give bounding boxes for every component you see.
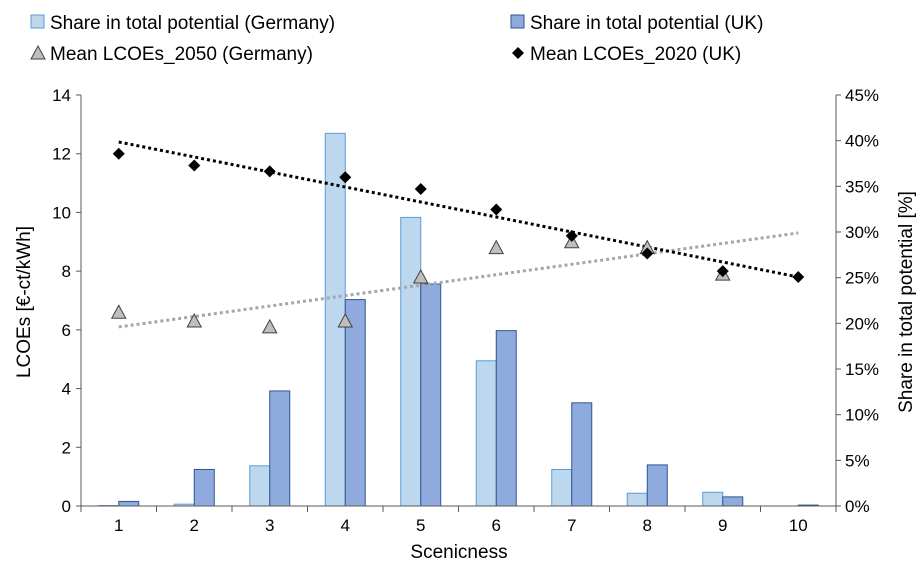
legend-share-germany-label: Share in total potential (Germany) (50, 13, 335, 34)
marker-germany-2050-5 (412, 268, 429, 284)
bar-uk-8 (646, 464, 668, 507)
markers (110, 147, 805, 334)
marker-uk-2020-3 (263, 165, 276, 178)
x-tick-label: 1 (114, 516, 123, 535)
legend-lcoe-uk-2020-label: Mean LCOEs_2020 (UK) (530, 44, 741, 65)
x-tick-label: 4 (341, 516, 350, 535)
bar-uk-6 (495, 330, 517, 507)
marker-germany-2050-1 (110, 304, 127, 319)
marker-uk-2020-9 (716, 265, 729, 278)
bar-uk-2 (193, 468, 215, 507)
axes: 024681012140%5%10%15%20%25%30%35%40%45%1… (52, 86, 879, 535)
y2-tick-label: 25% (845, 269, 879, 288)
y2-axis-title: Share in total potential [%] (896, 191, 917, 413)
x-tick-label: 9 (718, 516, 727, 535)
bars (98, 132, 819, 507)
y-tick-label: 4 (62, 380, 71, 399)
bar-uk-9 (722, 496, 744, 507)
bar-germany-6 (475, 360, 497, 507)
marker-germany-2050-3 (261, 318, 278, 334)
y2-tick-label: 20% (845, 314, 879, 333)
legend-share-uk-swatch (510, 14, 525, 29)
trendline-uk-2020 (118, 140, 799, 279)
bar-germany-5 (400, 216, 422, 507)
y-tick-label: 10 (52, 203, 71, 222)
legend-share-germany-swatch (30, 14, 45, 29)
y-tick-label: 12 (52, 145, 71, 164)
y-axis-title: LCOEs [€-ct/kWh] (14, 226, 35, 378)
y-tick-label: 0 (62, 497, 71, 516)
y-tick-label: 6 (62, 321, 71, 340)
bar-uk-4 (344, 299, 366, 507)
bar-uk-7 (571, 402, 593, 507)
marker-uk-2020-2 (188, 159, 201, 172)
legend: Share in total potential (Germany) Share … (30, 13, 763, 65)
y2-tick-label: 45% (845, 86, 879, 105)
legend-lcoe-germany-2050-label: Mean LCOEs_2050 (Germany) (50, 44, 313, 65)
marker-uk-2020-1 (112, 147, 125, 160)
y2-tick-label: 40% (845, 132, 879, 151)
y2-tick-label: 35% (845, 177, 879, 196)
y2-tick-label: 15% (845, 360, 879, 379)
y2-tick-label: 30% (845, 223, 879, 242)
trendline-germany-2050 (118, 231, 799, 329)
x-tick-label: 2 (190, 516, 199, 535)
y2-tick-label: 10% (845, 406, 879, 425)
y2-tick-label: 0% (845, 497, 870, 516)
marker-uk-2020-7 (565, 229, 578, 242)
x-tick-label: 6 (492, 516, 501, 535)
marker-uk-2020-4 (339, 171, 352, 184)
legend-lcoe-uk-2020-swatch (512, 47, 524, 59)
y-tick-label: 2 (62, 438, 71, 457)
marker-uk-2020-10 (792, 271, 805, 284)
marker-germany-2050-2 (186, 312, 203, 328)
bar-uk-1 (118, 500, 140, 507)
y-tick-label: 14 (52, 86, 71, 105)
bar-germany-7 (551, 468, 573, 507)
x-tick-label: 10 (789, 516, 808, 535)
marker-uk-2020-5 (414, 182, 427, 195)
legend-share-uk-label: Share in total potential (UK) (530, 13, 763, 34)
marker-uk-2020-6 (490, 203, 503, 216)
x-tick-label: 8 (643, 516, 652, 535)
legend-lcoe-germany-2050-swatch (30, 44, 46, 60)
marker-uk-2020-8 (641, 247, 654, 260)
bar-uk-3 (269, 390, 291, 507)
x-tick-label: 7 (567, 516, 576, 535)
y2-tick-label: 5% (845, 451, 870, 470)
x-tick-label: 5 (416, 516, 425, 535)
bar-germany-3 (249, 465, 271, 507)
trendlines (118, 140, 799, 329)
marker-germany-2050-6 (488, 239, 505, 255)
bar-germany-8 (626, 492, 648, 507)
x-axis-title: Scenicness (410, 542, 507, 563)
bar-germany-9 (702, 491, 724, 507)
y-tick-label: 8 (62, 262, 71, 281)
bar-uk-5 (420, 283, 442, 507)
marker-germany-2050-4 (337, 312, 354, 328)
x-tick-label: 3 (265, 516, 274, 535)
